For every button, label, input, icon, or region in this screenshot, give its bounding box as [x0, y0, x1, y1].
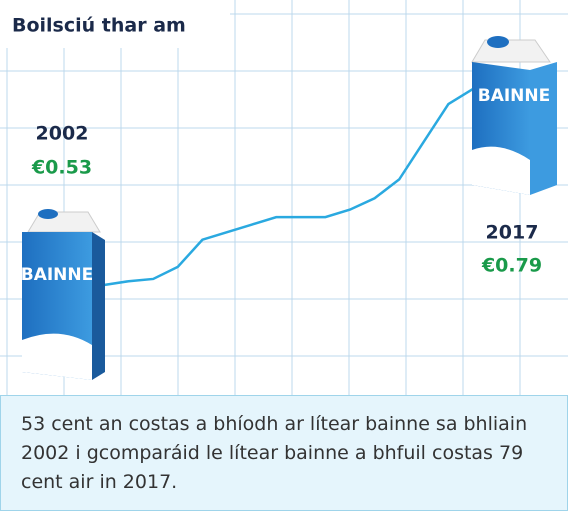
infographic: Boilsciú thar am BAINNE BAINNE 2002 €0.5… [0, 0, 568, 513]
carton-label: BAINNE [478, 86, 551, 106]
price-line [104, 89, 473, 285]
annotation-price: €0.53 [31, 157, 92, 179]
carton-label: BAINNE [21, 265, 94, 285]
chart: Boilsciú thar am BAINNE BAINNE 2002 €0.5… [0, 0, 568, 395]
annotation-price: €0.79 [481, 255, 542, 277]
milk-carton: BAINNE [472, 36, 557, 195]
annotation-year: 2002 [36, 123, 89, 145]
milk-carton: BAINNE [21, 209, 105, 380]
chart-title: Boilsciú thar am [12, 15, 186, 37]
caption: 53 cent an costas a bhíodh ar lítear bai… [0, 395, 568, 511]
annotation-year: 2017 [486, 222, 539, 244]
